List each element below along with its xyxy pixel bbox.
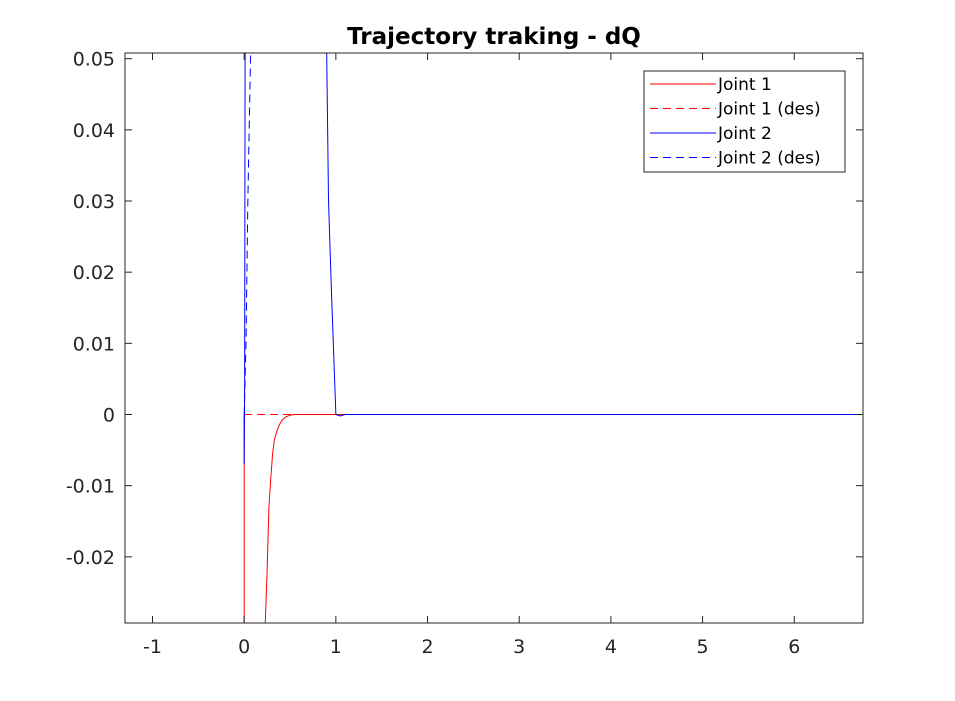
x-tick-label: 6 [788, 636, 800, 658]
y-tick-label: 0.02 [73, 262, 115, 284]
x-tick-label: 3 [513, 636, 525, 658]
legend-label: Joint 1 (des) [717, 100, 821, 120]
axes-box [124, 52, 864, 624]
x-tick-label: -1 [143, 636, 162, 658]
x-tick-label: 0 [238, 636, 250, 658]
axis-ticks: -1 0 1 2 3 4 5 6 -0.02 -0.01 0 0.01 0.02 0.03 0.04 0.05 [66, 49, 863, 658]
x-tick-label: 4 [605, 636, 617, 658]
plot-area [243, 53, 863, 623]
y-tick-label: 0.03 [73, 191, 115, 213]
y-tick-label: -0.01 [66, 476, 115, 498]
y-tick-label: -0.02 [66, 547, 115, 569]
y-tick-label: 0.01 [73, 333, 115, 355]
x-tick-label: 5 [697, 636, 709, 658]
legend: Joint 1 Joint 1 (des) Joint 2 Joint 2 (des) [643, 70, 846, 173]
y-tick-label: 0 [103, 404, 115, 426]
chart-title: Trajectory traking - dQ [347, 24, 641, 50]
x-tick-label: 1 [330, 636, 342, 658]
series-line-joint-2-des [243, 53, 252, 415]
legend-box [643, 70, 846, 173]
y-tick-label: 0.04 [73, 120, 115, 142]
y-tick-label: 0.05 [73, 49, 115, 71]
series-line-joint-2 [243, 53, 863, 465]
legend-label: Joint 2 [717, 124, 772, 144]
x-tick-label: 2 [421, 636, 433, 658]
legend-label: Joint 2 (des) [717, 149, 821, 169]
legend-label: Joint 1 [717, 75, 772, 95]
